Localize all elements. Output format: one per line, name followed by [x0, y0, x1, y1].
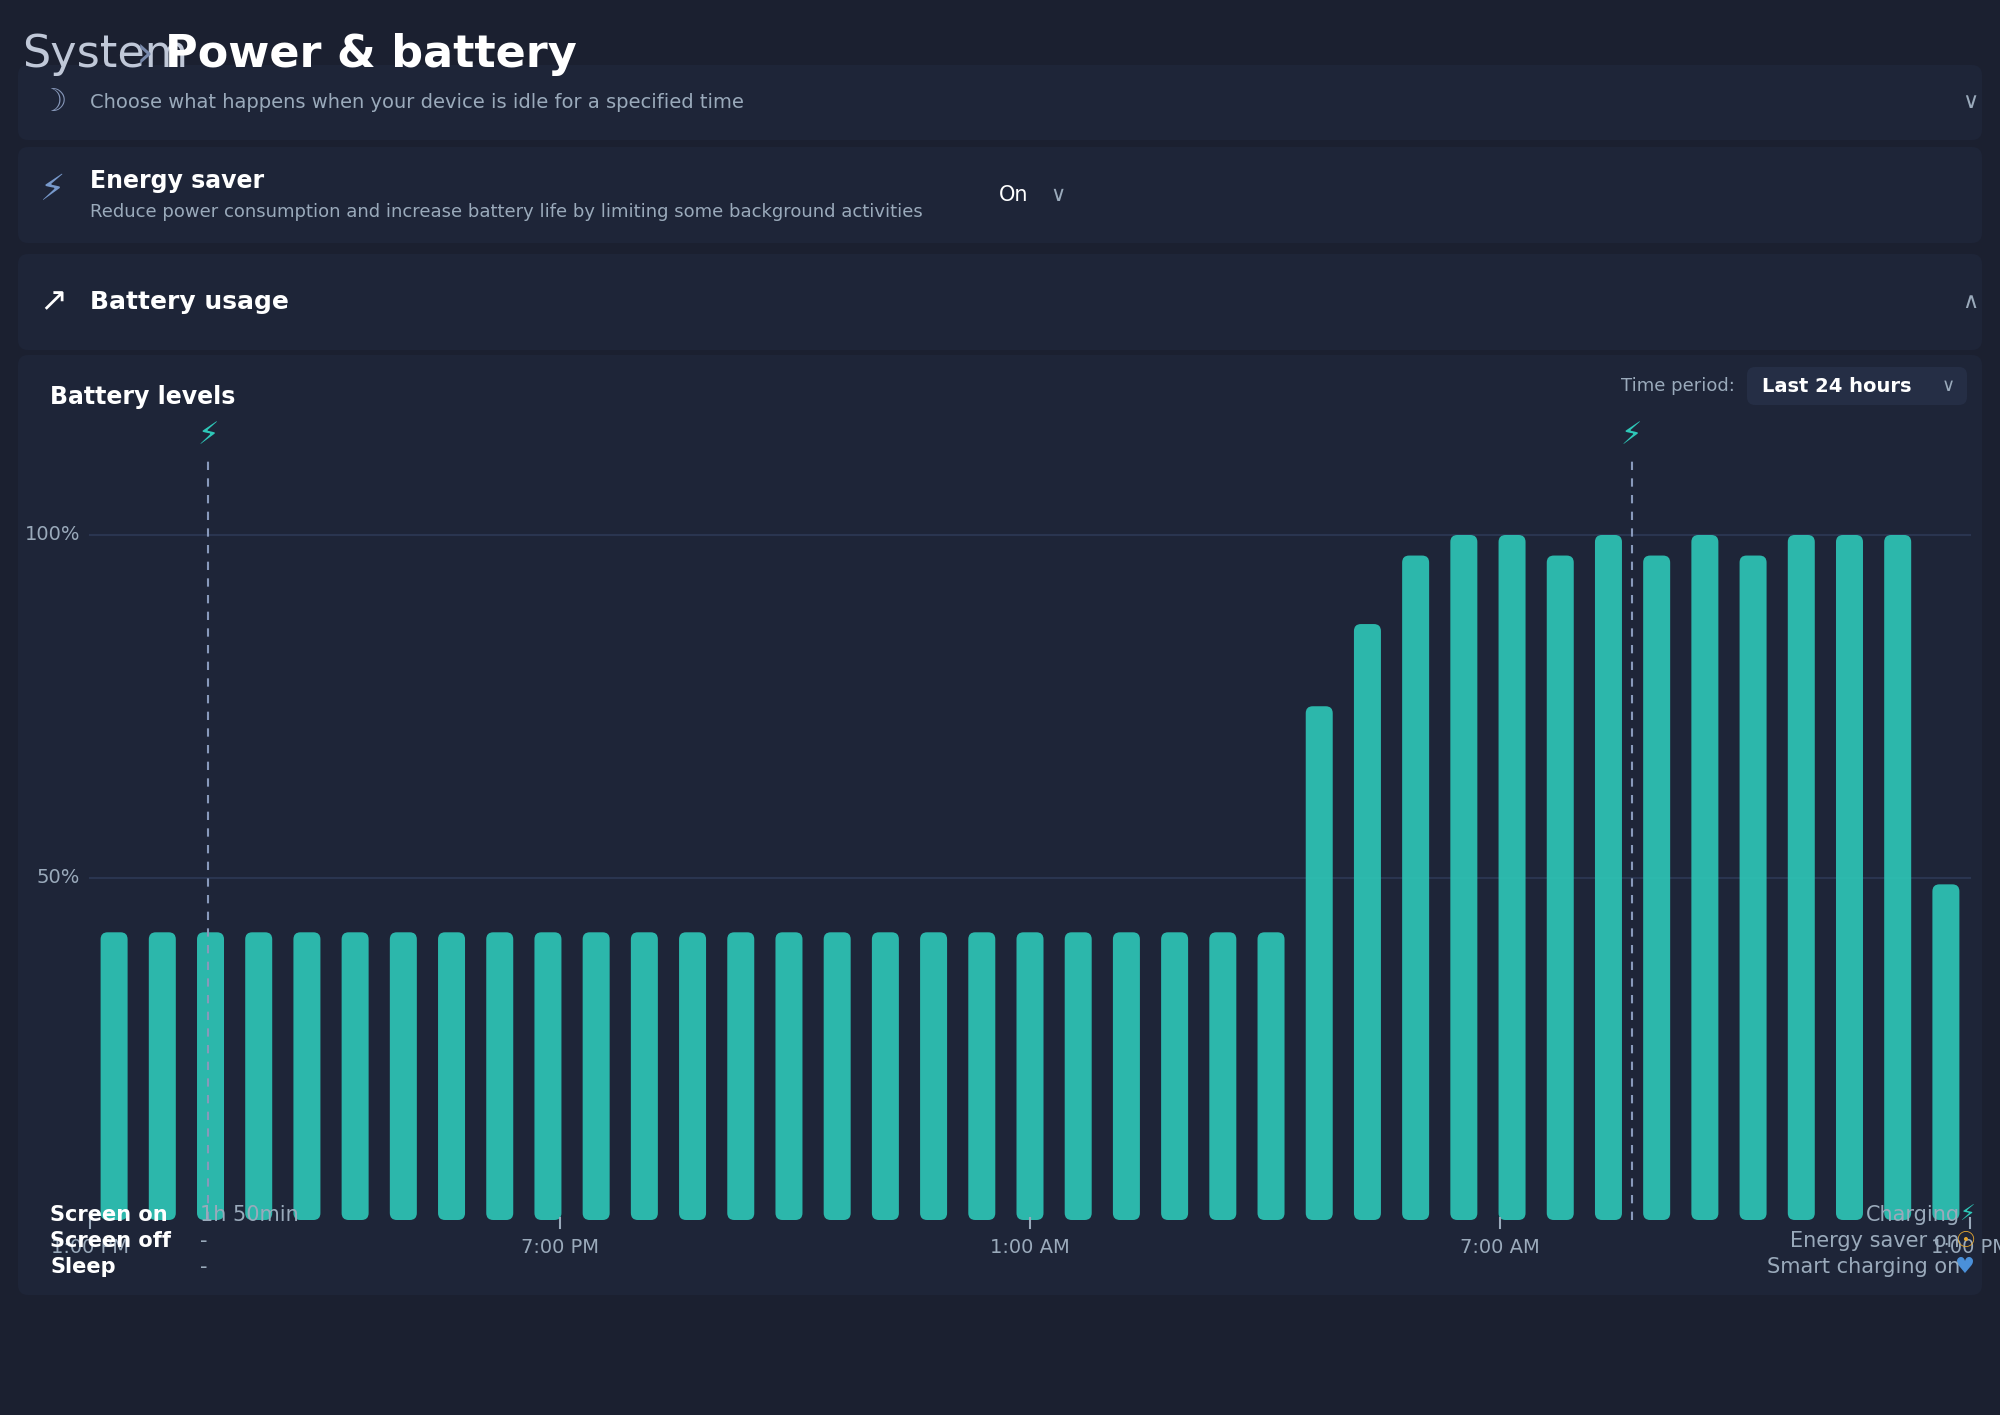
FancyBboxPatch shape	[1112, 932, 1140, 1220]
FancyBboxPatch shape	[1064, 932, 1092, 1220]
Text: ∨: ∨	[1050, 185, 1066, 205]
FancyBboxPatch shape	[246, 932, 272, 1220]
FancyBboxPatch shape	[872, 932, 898, 1220]
FancyBboxPatch shape	[486, 932, 514, 1220]
Text: Energy saver on: Energy saver on	[1790, 1231, 1960, 1251]
Text: Battery usage: Battery usage	[90, 290, 288, 314]
Text: Reduce power consumption and increase battery life by limiting some background a: Reduce power consumption and increase ba…	[90, 204, 922, 221]
FancyBboxPatch shape	[342, 932, 368, 1220]
FancyBboxPatch shape	[968, 932, 996, 1220]
Text: 50%: 50%	[36, 867, 80, 887]
Text: System: System	[22, 34, 188, 76]
FancyBboxPatch shape	[18, 355, 1982, 1295]
Text: Battery levels: Battery levels	[50, 385, 236, 409]
Text: ⚡: ⚡	[40, 173, 66, 207]
FancyBboxPatch shape	[1016, 932, 1044, 1220]
Text: Time period:: Time period:	[1622, 376, 1736, 395]
FancyBboxPatch shape	[1788, 535, 1814, 1220]
FancyBboxPatch shape	[1306, 706, 1332, 1220]
Text: ⚡: ⚡	[198, 422, 220, 450]
FancyBboxPatch shape	[776, 932, 802, 1220]
FancyBboxPatch shape	[1594, 535, 1622, 1220]
FancyBboxPatch shape	[1932, 884, 1960, 1220]
Text: 100%: 100%	[24, 525, 80, 545]
FancyBboxPatch shape	[1402, 556, 1430, 1220]
Text: Sleep: Sleep	[50, 1257, 116, 1276]
FancyBboxPatch shape	[100, 932, 128, 1220]
FancyBboxPatch shape	[1498, 535, 1526, 1220]
Text: ↗: ↗	[40, 286, 68, 318]
Text: Power & battery: Power & battery	[164, 34, 576, 76]
Text: ♥: ♥	[1956, 1257, 1976, 1276]
Text: ☽: ☽	[40, 88, 66, 117]
FancyBboxPatch shape	[630, 932, 658, 1220]
Text: ∨: ∨	[1962, 92, 1978, 113]
Text: ☉: ☉	[1956, 1231, 1976, 1251]
Text: ⚡: ⚡	[1620, 422, 1642, 450]
Text: ›: ›	[136, 34, 154, 76]
Text: -: -	[200, 1231, 208, 1251]
Text: 1:00 PM: 1:00 PM	[1932, 1238, 2000, 1257]
FancyBboxPatch shape	[1692, 535, 1718, 1220]
FancyBboxPatch shape	[18, 255, 1982, 350]
FancyBboxPatch shape	[1836, 535, 1862, 1220]
FancyBboxPatch shape	[1450, 535, 1478, 1220]
Text: Last 24 hours: Last 24 hours	[1762, 376, 1912, 396]
FancyBboxPatch shape	[1884, 535, 1912, 1220]
FancyBboxPatch shape	[18, 65, 1982, 140]
FancyBboxPatch shape	[18, 147, 1982, 243]
Text: ⚡: ⚡	[1960, 1206, 1976, 1225]
Text: 1:00 AM: 1:00 AM	[990, 1238, 1070, 1257]
FancyBboxPatch shape	[148, 932, 176, 1220]
FancyBboxPatch shape	[1162, 932, 1188, 1220]
FancyBboxPatch shape	[438, 932, 466, 1220]
Text: Smart charging on: Smart charging on	[1766, 1257, 1960, 1276]
FancyBboxPatch shape	[1258, 932, 1284, 1220]
Text: Choose what happens when your device is idle for a specified time: Choose what happens when your device is …	[90, 93, 744, 112]
Text: 7:00 AM: 7:00 AM	[1460, 1238, 1540, 1257]
Text: Screen off: Screen off	[50, 1231, 172, 1251]
FancyBboxPatch shape	[294, 932, 320, 1220]
FancyBboxPatch shape	[728, 932, 754, 1220]
FancyBboxPatch shape	[1210, 932, 1236, 1220]
FancyBboxPatch shape	[1354, 624, 1380, 1220]
FancyBboxPatch shape	[1748, 366, 1968, 405]
Text: Screen on: Screen on	[50, 1206, 168, 1225]
FancyBboxPatch shape	[1740, 556, 1766, 1220]
Text: -: -	[200, 1257, 208, 1276]
FancyBboxPatch shape	[1644, 556, 1670, 1220]
FancyBboxPatch shape	[390, 932, 416, 1220]
Text: Charging: Charging	[1866, 1206, 1960, 1225]
Text: 7:00 PM: 7:00 PM	[520, 1238, 600, 1257]
FancyBboxPatch shape	[582, 932, 610, 1220]
FancyBboxPatch shape	[920, 932, 948, 1220]
Text: 1:00 PM: 1:00 PM	[52, 1238, 128, 1257]
FancyBboxPatch shape	[1546, 556, 1574, 1220]
Text: ∧: ∧	[1962, 291, 1978, 311]
Text: On: On	[998, 185, 1028, 205]
FancyBboxPatch shape	[824, 932, 850, 1220]
Text: 1h 50min: 1h 50min	[200, 1206, 298, 1225]
Text: ∨: ∨	[1942, 376, 1956, 395]
Text: Energy saver: Energy saver	[90, 168, 264, 192]
FancyBboxPatch shape	[198, 932, 224, 1220]
FancyBboxPatch shape	[534, 932, 562, 1220]
FancyBboxPatch shape	[680, 932, 706, 1220]
